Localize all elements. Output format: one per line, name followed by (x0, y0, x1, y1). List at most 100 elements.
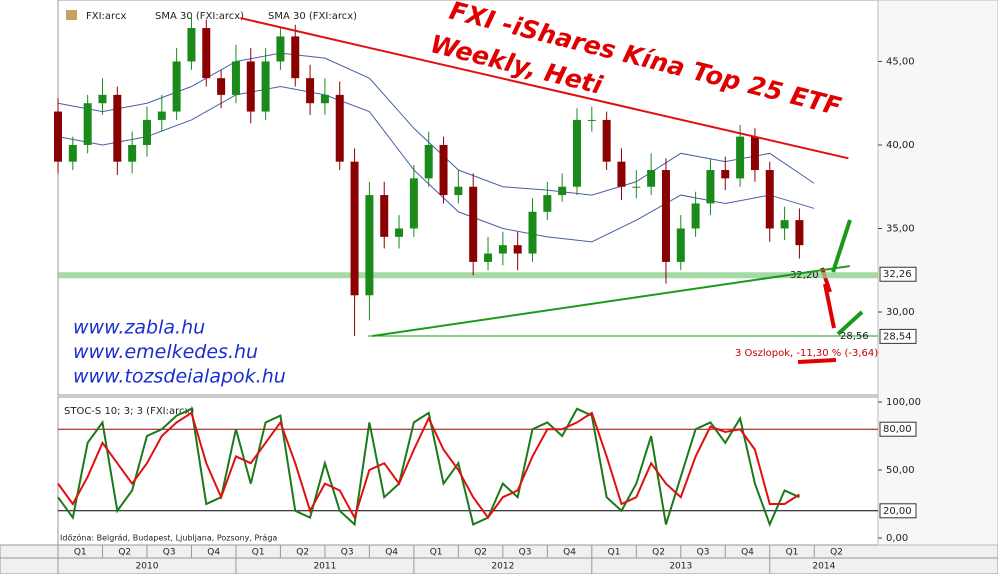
price-badge (879, 266, 917, 282)
quarter-label: Q1 (786, 548, 799, 558)
y-tick-label: 100,00 (886, 397, 921, 408)
quarter-label: Q2 (474, 548, 487, 558)
annotation: 3 Oszlopok, -11,30 % (-3,64) (735, 348, 878, 359)
level-badge (879, 421, 917, 437)
candle-body (780, 220, 789, 229)
candle-body (380, 195, 389, 237)
candle-body (736, 136, 745, 179)
quarter-label: Q1 (608, 548, 621, 558)
year-label: 2012 (491, 562, 514, 572)
arrow (831, 219, 852, 273)
candle-body (335, 94, 344, 162)
quarter-label: Q2 (652, 548, 665, 558)
arrow (797, 358, 837, 364)
candle-body (439, 144, 448, 196)
candle-body (513, 245, 522, 254)
y-tick-label: 40,00 (886, 140, 915, 151)
candle-body (572, 119, 581, 187)
candle-body (632, 186, 641, 188)
year-label: 2011 (313, 562, 336, 572)
candle-body (750, 136, 759, 171)
y-tick-label: 45,00 (886, 56, 915, 67)
candle-body (661, 170, 670, 262)
candle-body (350, 161, 359, 296)
quarter-label: Q1 (74, 548, 87, 558)
y-tick-label: 35,00 (886, 223, 915, 234)
candle-body (498, 245, 507, 254)
candle-body (795, 220, 804, 246)
stoch-line (57, 411, 800, 521)
time-axis (0, 544, 998, 574)
candle-body (202, 28, 211, 79)
candle-body (187, 28, 196, 62)
legend-label: SMA 30 (FXI:arcx) (155, 11, 244, 22)
candle-body (291, 36, 300, 79)
arrows (797, 219, 864, 364)
quarter-label: Q2 (296, 548, 309, 558)
y-tick-label: 30,00 (886, 307, 915, 318)
candle-body (721, 170, 730, 179)
candle-body (68, 144, 77, 162)
legend-label: FXI:arcx (86, 11, 126, 22)
quarter-label: Q1 (430, 548, 443, 558)
candle-body (676, 228, 685, 262)
candle-body (157, 111, 166, 120)
candle-body (765, 170, 774, 229)
quarter-label: Q4 (563, 548, 576, 558)
level-label: 28,56 (840, 331, 869, 342)
candle-body (306, 78, 315, 104)
year-label: 2010 (136, 562, 159, 572)
website: www.zabla.hu (73, 317, 205, 339)
candle-body (543, 195, 552, 212)
price-badge-label: 28,54 (883, 331, 912, 342)
candle-body (706, 170, 715, 204)
candle-body (276, 36, 285, 62)
y-tick-label: 50,00 (886, 465, 915, 476)
candle-body (647, 170, 656, 187)
price-panel (57, 0, 879, 396)
level-label: 20,00 (883, 506, 912, 517)
price-badge-label: 32,26 (883, 269, 912, 280)
year-label: 2013 (669, 562, 692, 572)
quarter-label: Q3 (697, 548, 710, 558)
candle-body (98, 94, 107, 104)
arrow (820, 267, 832, 293)
candle-body (320, 94, 329, 104)
candle-body (409, 178, 418, 229)
candle-body (54, 111, 62, 162)
candle-body (172, 61, 181, 112)
website: www.emelkedes.hu (73, 341, 258, 363)
level-badge (879, 503, 917, 519)
timezone: Időzóna: Belgrád, Budapest, Ljubljana, P… (60, 533, 277, 543)
candle-body (113, 94, 122, 162)
legend-icon (66, 10, 77, 20)
sma-line (57, 86, 815, 243)
candle-body (246, 61, 255, 112)
quarter-label: Q4 (741, 548, 754, 558)
candle-body (231, 61, 240, 95)
candle-body (602, 119, 611, 162)
quarter-label: Q3 (341, 548, 354, 558)
year-label: 2014 (812, 562, 835, 572)
quarter-label: Q3 (519, 548, 532, 558)
candle-body (617, 161, 626, 187)
trendline (240, 17, 849, 160)
y-tick-label: 0,00 (886, 533, 908, 544)
candle-body (587, 119, 596, 121)
candle-body (469, 186, 478, 262)
candle-body (395, 228, 404, 237)
quarter-label: Q4 (207, 548, 220, 558)
candle-body (454, 186, 463, 196)
quarter-label: Q3 (163, 548, 176, 558)
candle-body (217, 78, 226, 95)
website: www.tozsdeialapok.hu (73, 366, 286, 388)
price-badge (879, 328, 917, 344)
support-band (58, 272, 878, 279)
candle-body (128, 144, 137, 162)
quarter-label: Q1 (252, 548, 265, 558)
candle-body (261, 61, 270, 112)
sma-line (57, 52, 815, 196)
candle-body (528, 211, 537, 254)
arrow (823, 283, 836, 329)
